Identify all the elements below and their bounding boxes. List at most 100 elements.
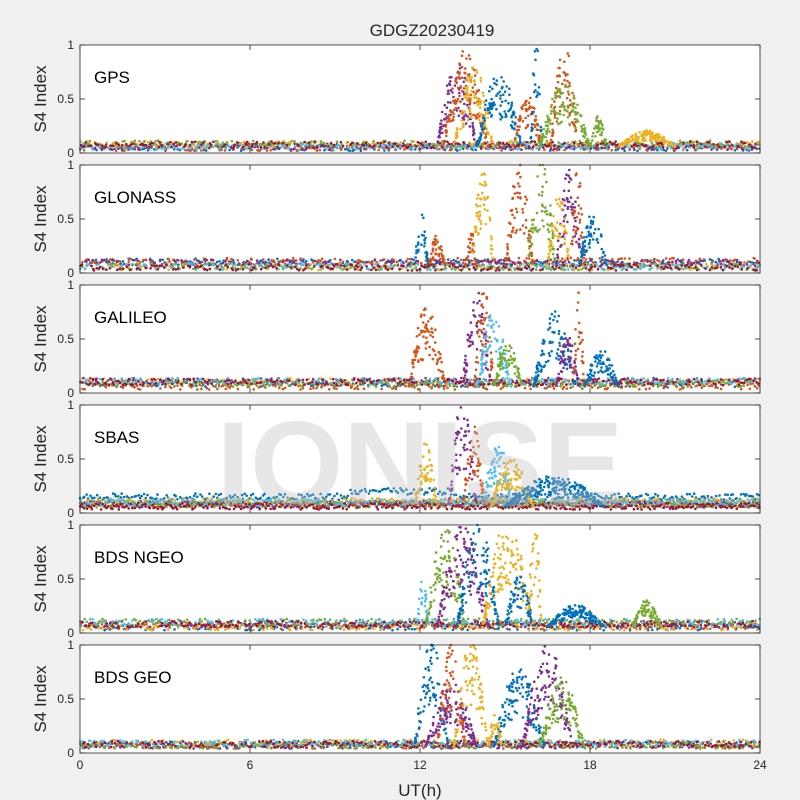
data-point xyxy=(701,144,705,148)
data-point xyxy=(469,77,472,80)
data-point xyxy=(246,259,249,263)
data-point xyxy=(562,219,566,223)
data-point xyxy=(372,266,376,270)
data-point xyxy=(428,142,431,146)
data-point xyxy=(535,259,539,263)
data-point xyxy=(123,149,126,153)
data-point xyxy=(468,57,472,61)
data-point xyxy=(569,262,572,265)
data-point xyxy=(288,143,291,147)
data-point xyxy=(295,259,298,262)
data-point xyxy=(91,148,95,151)
data-point xyxy=(514,231,517,234)
data-point xyxy=(521,207,524,211)
data-point xyxy=(380,146,384,149)
data-point xyxy=(196,142,200,146)
data-point xyxy=(496,92,500,95)
data-point xyxy=(518,185,521,188)
data-point xyxy=(87,142,90,146)
data-point xyxy=(218,264,222,267)
data-point xyxy=(309,140,313,143)
data-point xyxy=(408,147,411,150)
data-point xyxy=(173,148,176,151)
data-point xyxy=(510,263,513,267)
data-point xyxy=(114,146,118,149)
data-point xyxy=(406,257,410,261)
data-point xyxy=(533,227,537,230)
data-point xyxy=(454,136,458,140)
data-point xyxy=(458,148,462,151)
data-point xyxy=(566,220,569,224)
data-point xyxy=(273,141,277,145)
data-point xyxy=(90,264,93,268)
data-point xyxy=(673,145,676,148)
data-point xyxy=(455,76,459,79)
data-point xyxy=(571,213,575,217)
data-point xyxy=(591,238,595,241)
data-point xyxy=(262,143,265,146)
data-point xyxy=(442,254,445,258)
data-point xyxy=(510,208,514,212)
data-point xyxy=(468,268,471,271)
data-point xyxy=(205,268,209,272)
data-point xyxy=(457,76,461,79)
data-point xyxy=(158,258,162,262)
data-point xyxy=(430,263,434,266)
data-point xyxy=(522,104,525,107)
data-point xyxy=(457,114,461,117)
data-point xyxy=(562,189,566,193)
data-point xyxy=(168,260,171,263)
data-point xyxy=(560,104,564,108)
data-point xyxy=(138,140,141,143)
data-point xyxy=(412,258,415,262)
data-point xyxy=(708,143,711,146)
data-point xyxy=(536,91,539,94)
data-point xyxy=(577,212,580,215)
data-point xyxy=(546,127,550,131)
data-point xyxy=(329,145,332,148)
data-point xyxy=(337,384,341,388)
data-point xyxy=(605,144,609,148)
data-point xyxy=(561,261,564,264)
data-point xyxy=(244,263,248,266)
data-point xyxy=(102,258,106,262)
data-point xyxy=(362,145,366,149)
data-point xyxy=(473,257,477,260)
data-point xyxy=(483,196,486,199)
data-point xyxy=(423,241,427,245)
data-point xyxy=(172,143,175,146)
data-point xyxy=(255,140,259,144)
data-point xyxy=(571,91,574,95)
data-point xyxy=(567,189,571,193)
data-point xyxy=(553,105,557,109)
data-point xyxy=(420,243,423,246)
data-point xyxy=(598,147,602,151)
data-point xyxy=(541,190,544,194)
data-point xyxy=(684,142,687,146)
data-point xyxy=(602,250,605,254)
data-point xyxy=(133,386,136,389)
data-point xyxy=(319,268,323,272)
data-point xyxy=(232,147,235,150)
data-point xyxy=(746,141,749,144)
data-point xyxy=(572,209,575,212)
data-point xyxy=(273,263,277,266)
data-point xyxy=(438,141,442,145)
data-point xyxy=(614,269,618,272)
data-point xyxy=(462,141,465,144)
data-point xyxy=(549,122,552,125)
data-point xyxy=(581,144,584,147)
data-point xyxy=(579,234,583,237)
plot-area xyxy=(80,165,760,273)
data-point xyxy=(315,149,319,152)
data-point xyxy=(339,144,343,147)
data-point xyxy=(616,143,619,147)
data-point xyxy=(481,122,485,125)
data-point xyxy=(431,243,435,246)
data-point xyxy=(695,268,699,272)
data-point xyxy=(724,258,727,261)
data-point xyxy=(475,101,479,105)
data-point xyxy=(186,149,190,152)
data-point xyxy=(578,139,582,143)
data-point xyxy=(520,148,523,151)
